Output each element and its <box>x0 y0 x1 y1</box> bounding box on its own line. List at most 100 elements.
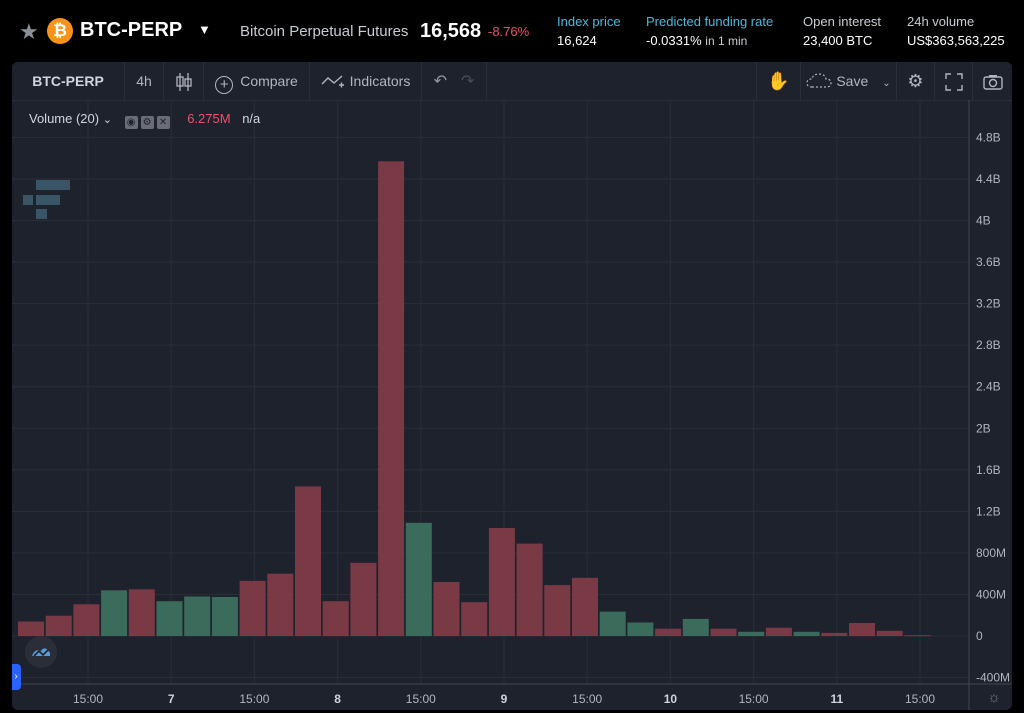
indicator-name[interactable]: Volume (20) <box>29 111 100 126</box>
y-tick-label: 3.2B <box>976 297 1001 311</box>
x-tick-label: 15:00 <box>406 692 436 706</box>
volume-bar[interactable] <box>821 632 848 636</box>
stat-open-interest: Open interest 23,400 BTC <box>803 14 881 48</box>
screenshot-button[interactable] <box>973 62 1012 100</box>
cloud-icon <box>806 73 832 88</box>
stat-index-price: Index price 16,624 <box>557 14 621 48</box>
fullscreen-button[interactable] <box>935 62 973 100</box>
volume-bar[interactable] <box>378 161 405 637</box>
volume-bar[interactable] <box>793 631 820 636</box>
y-tick-label: 2.4B <box>976 380 1001 394</box>
volume-bar[interactable] <box>73 604 100 636</box>
stat-label: Predicted funding rate <box>646 14 774 29</box>
volume-bar[interactable] <box>211 597 238 636</box>
y-tick-label: 3.6B <box>976 255 1001 269</box>
compare-label: Compare <box>240 73 298 89</box>
compare-button[interactable]: + Compare <box>204 62 310 100</box>
time-axis[interactable]: 15:00 7 15:00 8 15:00 9 15:00 10 15:00 11 15:00 <box>73 692 935 706</box>
volume-bar[interactable] <box>738 631 765 636</box>
indicator-value: 6.275M <box>187 111 231 126</box>
y-tick-label: 2B <box>976 421 991 435</box>
volume-bar[interactable] <box>322 601 349 636</box>
volume-bar[interactable] <box>655 628 682 636</box>
x-tick-label: 15:00 <box>739 692 769 706</box>
axis-settings-icon[interactable]: ☼ <box>987 689 1001 706</box>
bitcoin-icon: ₿ <box>47 18 73 44</box>
chevron-down-icon[interactable]: ▼ <box>198 22 211 37</box>
volume-bar[interactable] <box>710 628 737 636</box>
volume-bars <box>18 161 931 637</box>
x-tick-label: 15:00 <box>73 692 103 706</box>
x-tick-label: 15:00 <box>905 692 935 706</box>
volume-bar[interactable] <box>572 577 598 636</box>
volume-bar[interactable] <box>45 615 72 636</box>
panel-block <box>36 209 47 219</box>
favorite-star-icon[interactable]: ★ <box>19 19 39 44</box>
volume-bar[interactable] <box>516 543 543 636</box>
volume-bar[interactable] <box>849 623 875 636</box>
interval-button[interactable]: 4h <box>125 62 164 100</box>
logo-glyph <box>32 648 50 657</box>
y-tick-label: 1.6B <box>976 463 1001 477</box>
volume-bar[interactable] <box>350 562 377 636</box>
chevron-down-icon[interactable]: ⌄ <box>882 78 891 89</box>
close-icon[interactable]: ✕ <box>156 116 170 129</box>
chevron-down-icon[interactable]: ⌄ <box>102 114 112 126</box>
tradingview-logo-icon[interactable] <box>25 636 57 668</box>
gear-icon: ⚙ <box>907 71 924 91</box>
x-tick-label: 8 <box>334 692 341 706</box>
eye-icon[interactable]: ◉ <box>124 116 138 129</box>
volume-bar[interactable] <box>128 589 155 636</box>
undo-icon[interactable]: ↶ <box>433 73 447 90</box>
candles-style-button[interactable] <box>164 62 204 100</box>
volume-bar[interactable] <box>488 528 515 636</box>
panel-block <box>36 195 60 205</box>
volume-bar[interactable] <box>184 596 211 637</box>
expand-handle[interactable]: › <box>12 664 21 690</box>
volume-bar[interactable] <box>101 590 128 636</box>
volume-bar[interactable] <box>599 611 626 636</box>
indicator-ma-value: n/a <box>242 111 261 126</box>
instrument-name: Bitcoin Perpetual Futures <box>240 23 409 40</box>
volume-bar[interactable] <box>239 580 266 636</box>
volume-bar[interactable] <box>433 582 460 636</box>
symbol-title[interactable]: BTC-PERP <box>80 19 183 41</box>
x-tick-label: 7 <box>168 692 175 706</box>
y-tick-label: 800M <box>976 546 1006 560</box>
stat-value: 23,400 BTC <box>803 33 873 48</box>
volume-bar[interactable] <box>765 627 792 636</box>
hand-tool-button[interactable]: ✋ <box>756 62 801 100</box>
indicator-legend[interactable]: Volume (20) ⌄ ◉ ⚙ ✕ 6.275M n/a <box>29 111 260 129</box>
indicators-label: Indicators <box>349 73 411 89</box>
camera-icon <box>982 75 1003 90</box>
indicators-button[interactable]: Indicators <box>310 62 422 100</box>
x-tick-label: 11 <box>830 692 843 706</box>
stat-value-row: -0.0331% in 1 min <box>646 33 773 48</box>
y-tick-label: 400M <box>976 587 1006 601</box>
hand-icon: ✋ <box>767 71 790 91</box>
redo-icon[interactable]: ↷ <box>461 73 475 90</box>
volume-bar[interactable] <box>876 630 903 636</box>
market-header: ★ ₿ BTC-PERP ▼ Bitcoin Perpetual Futures… <box>0 0 1024 62</box>
volume-bar[interactable] <box>461 602 488 636</box>
toolbar-symbol-button[interactable]: BTC-PERP <box>12 62 125 100</box>
stat-label: Index price <box>557 14 621 29</box>
volume-bar[interactable] <box>295 486 321 636</box>
volume-bar[interactable] <box>627 622 654 637</box>
price-axis[interactable]: 4.8B 4.4B 4B 3.6B 3.2B 2.8B 2.4B 2B 1.6B 1.2B 800M… <box>976 130 1010 684</box>
save-button[interactable]: Save ⌄ <box>801 62 897 100</box>
volume-bar[interactable] <box>267 573 294 636</box>
volume-bar[interactable] <box>18 621 44 637</box>
volume-bar[interactable] <box>405 522 432 636</box>
volume-chart[interactable]: 4.8B 4.4B 4B 3.6B 3.2B 2.8B 2.4B 2B 1.6B 1.2B 800M… <box>12 100 1012 710</box>
gear-icon[interactable]: ⚙ <box>140 116 154 129</box>
y-tick-label: 1.2B <box>976 504 1001 518</box>
save-label: Save <box>836 73 869 89</box>
volume-bar[interactable] <box>682 618 709 636</box>
volume-bar[interactable] <box>904 635 931 637</box>
stat-24h-volume: 24h volume US$363,563,225 <box>907 14 1005 48</box>
settings-button[interactable]: ⚙ <box>897 62 935 100</box>
y-tick-label: 0 <box>976 629 983 643</box>
volume-bar[interactable] <box>544 585 571 636</box>
volume-bar[interactable] <box>156 601 183 636</box>
